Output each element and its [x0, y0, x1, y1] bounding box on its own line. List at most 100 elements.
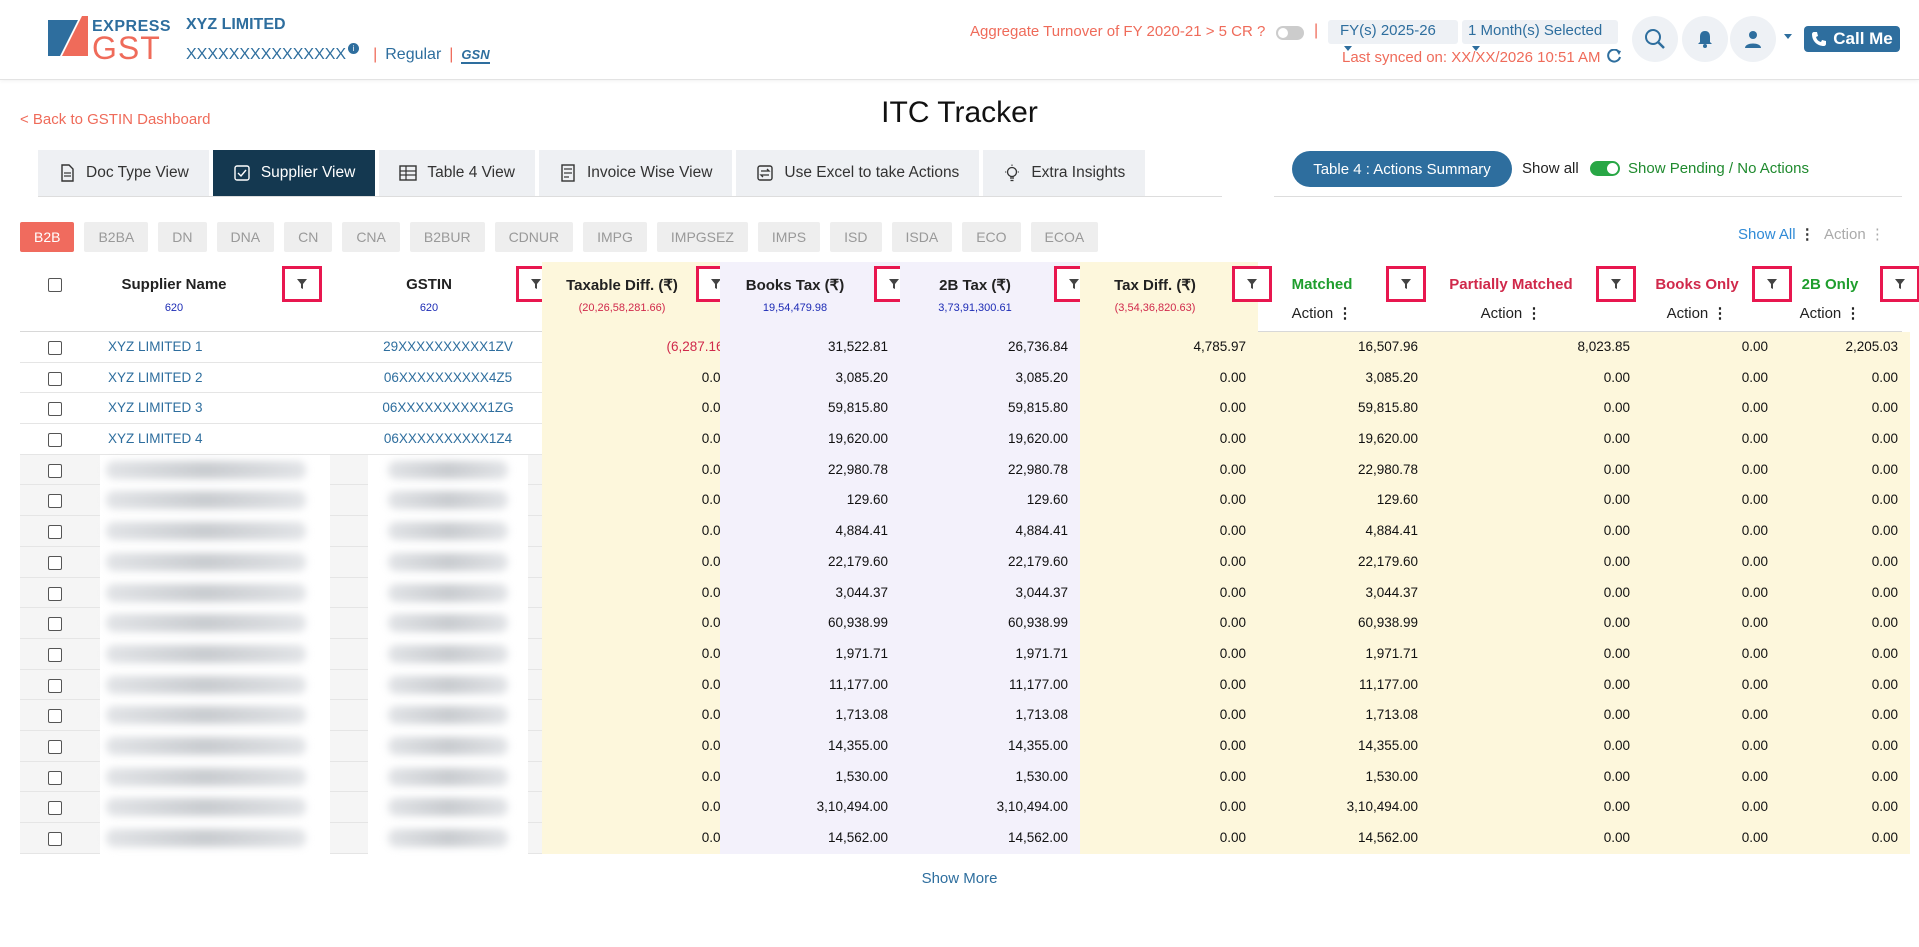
supplier-name-cell[interactable] [100, 454, 330, 486]
chip-ecoa[interactable]: ECOA [1030, 222, 1099, 252]
actions-summary-button[interactable]: Table 4 : Actions Summary [1292, 151, 1512, 187]
chip-cn[interactable]: CN [284, 222, 333, 252]
row-checkbox[interactable] [48, 341, 62, 355]
gstin-number[interactable]: XXXXXXXXXXXXXXX [186, 46, 347, 63]
tab-invoice-wise-view[interactable]: Invoice Wise View [538, 150, 733, 196]
chip-dna[interactable]: DNA [216, 222, 275, 252]
supplier-name-cell[interactable] [100, 792, 330, 823]
tab-supplier-view[interactable]: Supplier View [212, 150, 376, 196]
row-checkbox[interactable] [48, 617, 62, 632]
chip-impg[interactable]: IMPG [583, 222, 647, 252]
matched-action-menu[interactable]: Action ⋮ [1258, 304, 1386, 322]
gstin-cell[interactable] [368, 669, 528, 701]
chip-eco[interactable]: ECO [962, 222, 1021, 252]
search-gstin-button[interactable] [1632, 16, 1678, 62]
gsn-icon[interactable]: GSN [461, 46, 490, 64]
chip-isda[interactable]: ISDA [891, 222, 953, 252]
chip-b2ba[interactable]: B2BA [84, 222, 149, 252]
row-checkbox[interactable] [48, 463, 62, 478]
tab-use-excel[interactable]: Use Excel to take Actions [736, 150, 980, 196]
gstin-cell[interactable] [368, 546, 528, 578]
filter-icon[interactable] [1752, 266, 1792, 302]
supplier-name-cell[interactable] [100, 608, 330, 639]
supplier-name-cell[interactable] [100, 638, 330, 670]
supplier-name-cell[interactable] [100, 761, 330, 793]
supplier-name-cell[interactable] [100, 700, 330, 731]
2b-only-action-menu[interactable]: Action ⋮ [1780, 304, 1880, 322]
row-checkbox[interactable] [48, 402, 62, 417]
gstin-cell[interactable] [368, 577, 528, 609]
gstin-cell[interactable]: 06XXXXXXXXXX4Z5 [383, 369, 513, 385]
chip-cdnur[interactable]: CDNUR [494, 222, 574, 252]
chip-b2bur[interactable]: B2BUR [409, 222, 485, 252]
filter-icon[interactable] [1386, 266, 1426, 302]
month-selector[interactable]: 1 Month(s) Selected [1462, 20, 1618, 51]
supplier-name-cell[interactable]: XYZ LIMITED 3 [108, 400, 203, 416]
bulk-action-button[interactable]: Action ⋮ [1824, 225, 1885, 243]
gstin-cell[interactable] [368, 516, 528, 547]
row-checkbox[interactable] [48, 371, 62, 386]
partial-action-menu[interactable]: Action ⋮ [1430, 304, 1592, 322]
chip-b2b[interactable]: B2B [20, 222, 75, 252]
supplier-name-cell[interactable] [100, 485, 330, 517]
show-all-button[interactable]: Show All ⋮ [1738, 225, 1815, 243]
fy-selector[interactable]: FY(s) 2025-26 [1328, 20, 1458, 51]
info-icon[interactable]: i [348, 42, 360, 54]
tab-extra-insights[interactable]: Extra Insights [983, 150, 1146, 196]
supplier-name-cell[interactable] [100, 823, 330, 854]
supplier-name-cell[interactable] [100, 730, 330, 762]
gstin-cell[interactable] [368, 761, 528, 793]
row-checkbox[interactable] [48, 832, 62, 846]
supplier-name-cell[interactable] [100, 516, 330, 547]
back-to-dashboard-link[interactable]: < Back to GSTIN Dashboard [20, 111, 211, 128]
supplier-name-cell[interactable] [100, 577, 330, 609]
chip-impgsez[interactable]: IMPGSEZ [656, 222, 748, 252]
row-checkbox[interactable] [48, 433, 62, 448]
chip-imps[interactable]: IMPS [757, 222, 821, 252]
refresh-icon[interactable] [1606, 48, 1622, 65]
books-only-action-menu[interactable]: Action ⋮ [1642, 304, 1752, 322]
gstin-cell[interactable] [368, 823, 528, 854]
gstin-cell[interactable] [368, 700, 528, 731]
row-checkbox[interactable] [48, 801, 62, 816]
user-menu-button[interactable] [1730, 16, 1776, 62]
gstin-cell[interactable]: 29XXXXXXXXXX1ZV [383, 339, 513, 354]
aggregate-turnover-toggle[interactable] [1276, 26, 1304, 40]
row-checkbox[interactable] [48, 586, 62, 601]
gstin-cell[interactable] [368, 638, 528, 670]
filter-icon[interactable] [1232, 266, 1272, 302]
supplier-name-cell[interactable]: XYZ LIMITED 1 [108, 339, 203, 354]
show-more-button[interactable]: Show More [921, 870, 998, 887]
call-me-button[interactable]: Call Me [1804, 26, 1900, 52]
gstin-cell[interactable]: 06XXXXXXXXXX1ZG [382, 400, 514, 416]
gstin-cell[interactable] [368, 730, 528, 762]
chip-isd[interactable]: ISD [830, 222, 882, 252]
chip-dn[interactable]: DN [158, 222, 207, 252]
row-checkbox[interactable] [48, 494, 62, 509]
row-checkbox[interactable] [48, 525, 62, 540]
row-checkbox[interactable] [48, 770, 62, 785]
row-checkbox[interactable] [48, 647, 62, 662]
row-checkbox[interactable] [48, 678, 62, 693]
tab-table-4-view[interactable]: Table 4 View [379, 150, 535, 196]
gstin-cell[interactable] [368, 608, 528, 639]
chevron-down-icon[interactable] [1784, 34, 1792, 39]
notifications-button[interactable] [1682, 16, 1728, 62]
gstin-cell[interactable] [368, 485, 528, 517]
row-checkbox[interactable] [48, 739, 62, 754]
show-pending-toggle[interactable] [1590, 161, 1620, 176]
supplier-name-cell[interactable]: XYZ LIMITED 2 [108, 369, 203, 385]
row-checkbox[interactable] [48, 555, 62, 570]
chip-cna[interactable]: CNA [342, 222, 400, 252]
filter-icon[interactable] [282, 266, 322, 302]
tab-doc-type-view[interactable]: Doc Type View [38, 150, 209, 196]
supplier-name-cell[interactable] [100, 669, 330, 701]
gstin-cell[interactable] [368, 792, 528, 823]
gstin-cell[interactable] [368, 454, 528, 486]
supplier-name-cell[interactable] [100, 546, 330, 578]
filter-icon[interactable] [1880, 266, 1919, 302]
supplier-name-cell[interactable]: XYZ LIMITED 4 [108, 431, 203, 447]
filter-icon[interactable] [1596, 266, 1636, 302]
row-checkbox[interactable] [48, 709, 62, 724]
gstin-cell[interactable]: 06XXXXXXXXXX1Z4 [383, 431, 513, 447]
